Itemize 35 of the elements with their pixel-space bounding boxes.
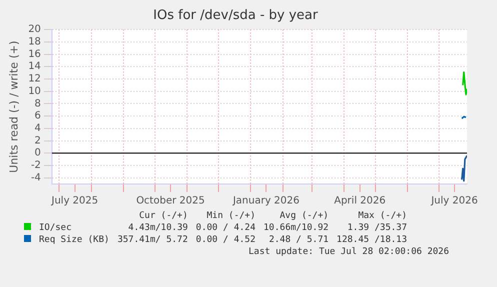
x-tick-label: July 2025: [50, 196, 98, 207]
x-tick-label: July 2026: [430, 196, 478, 207]
text: 128.45 /18.13: [336, 234, 408, 246]
text: Cur (-/+): [138, 210, 189, 222]
y-tick-label: 10: [28, 86, 41, 97]
text: 2.48 / 5.71: [268, 234, 330, 246]
text: 1.39 /35.37: [346, 222, 408, 234]
text: Max (-/+): [357, 210, 408, 222]
y-tick-label: 12: [28, 74, 41, 85]
text: 4.43m/10.39: [127, 222, 189, 234]
text: 10.66m/10.92: [262, 222, 330, 234]
y-tick-label: -4: [30, 172, 41, 184]
y-tick-label: 20: [28, 24, 41, 36]
x-tick-label: January 2026: [232, 196, 300, 207]
y-tick-label: 6: [34, 110, 41, 122]
y-tick-label: 2: [34, 135, 41, 146]
text: Last update: Tue Jul 28 02:00:06 2026: [248, 246, 449, 258]
y-tick-label: 16: [28, 48, 41, 60]
legend-label: IO/sec: [38, 222, 73, 234]
text: Avg (-/+): [278, 210, 330, 222]
text: 0.00 / 4.24: [194, 222, 257, 234]
y-axis-title: Units read (-) / write (+): [7, 40, 20, 173]
x-tick-label: October 2025: [136, 196, 205, 207]
y-tick-label: 14: [28, 61, 41, 72]
y-tick-label: 0: [34, 148, 41, 159]
y-tick-label: -2: [30, 160, 41, 172]
chart-title: IOs for /dev/sda - by year: [153, 8, 319, 24]
text: 0.00 / 4.52: [194, 234, 257, 246]
text: Min (-/+): [206, 210, 257, 222]
y-tick-label: 18: [28, 36, 41, 48]
legend-label: Req Size (KB): [38, 234, 110, 246]
text: 357.41m/ 5.72: [116, 234, 189, 246]
y-tick-label: 4: [34, 123, 41, 134]
y-tick-label: 8: [34, 98, 41, 110]
x-tick-label: April 2026: [334, 196, 386, 207]
